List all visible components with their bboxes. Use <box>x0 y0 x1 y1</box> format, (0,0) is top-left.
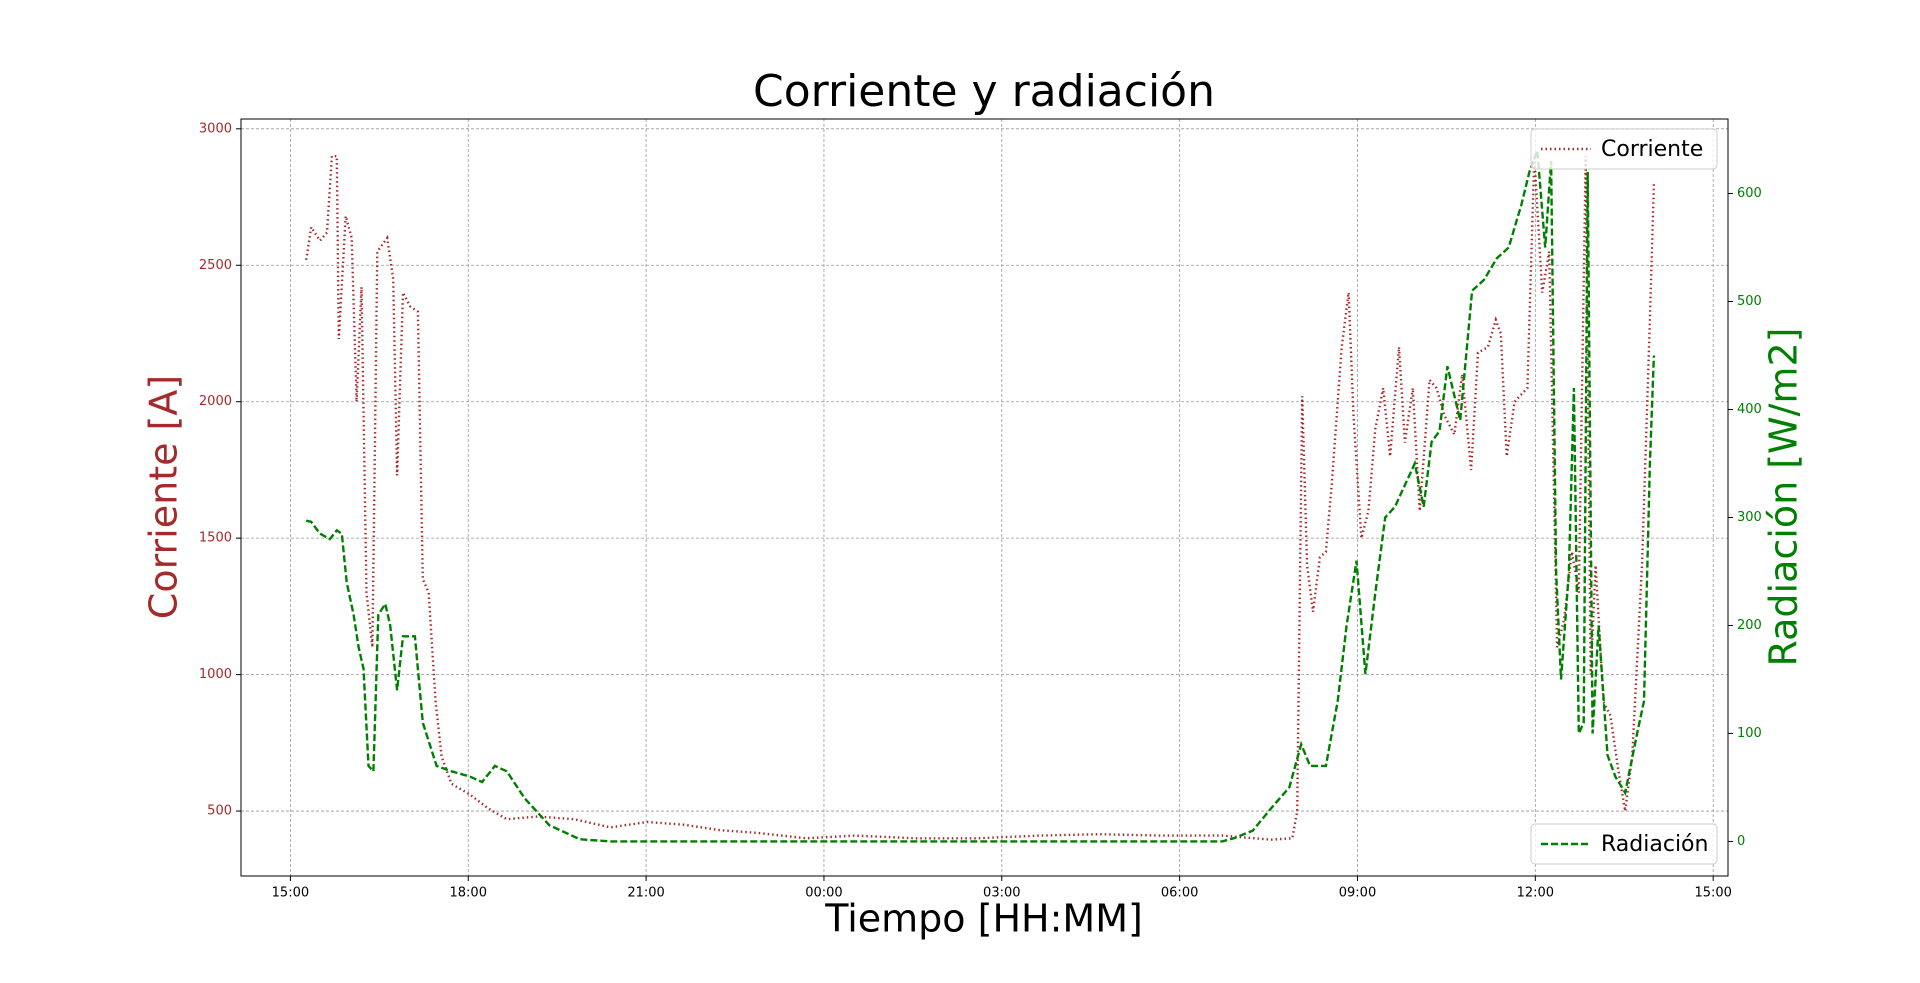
x-tick-label: 18:00 <box>450 886 487 901</box>
x-axis-label: Tiempo [HH:MM] <box>824 897 1143 941</box>
x-tick-label: 03:00 <box>983 886 1020 901</box>
y-tick-label: 2500 <box>199 258 232 273</box>
y2-tick-label: 500 <box>1737 294 1762 309</box>
y-tick-label: 500 <box>207 804 232 819</box>
y-tick-label: 1000 <box>199 667 232 682</box>
plot-frame <box>240 118 1729 877</box>
y2-tick-label: 100 <box>1737 726 1762 741</box>
y-tick-label: 3000 <box>199 121 232 136</box>
x-tick-label: 15:00 <box>272 886 309 901</box>
x-tick-label: 09:00 <box>1339 886 1376 901</box>
legend-label: Corriente <box>1601 137 1703 162</box>
x-tick-label: 12:00 <box>1517 886 1554 901</box>
chart-title: Corriente y radiación <box>753 66 1215 117</box>
legend: Radiación <box>1530 823 1718 865</box>
legend: Corriente <box>1530 128 1718 170</box>
x-tick-label: 21:00 <box>627 886 664 901</box>
x-tick-label: 06:00 <box>1161 886 1198 901</box>
y-tick-label: 1500 <box>199 531 232 546</box>
data-line <box>305 149 1656 843</box>
x-tick-label: 15:00 <box>1694 886 1731 901</box>
y-tick-label: 2000 <box>199 394 232 409</box>
legend-label: Radiación <box>1601 832 1708 857</box>
data-line <box>305 154 1656 841</box>
legend-box <box>1530 823 1718 865</box>
y2-tick-label: 600 <box>1737 186 1762 201</box>
x-tick-label: 00:00 <box>805 886 842 901</box>
y2-tick-label: 0 <box>1737 834 1745 849</box>
y2-tick-label: 400 <box>1737 402 1762 417</box>
legend-box <box>1530 128 1718 170</box>
y2-tick-label: 200 <box>1737 618 1762 633</box>
y-axis-label: Corriente [A] <box>142 375 186 619</box>
y2-tick-label: 300 <box>1737 510 1762 525</box>
y2-axis-label: Radiación [W/m2] <box>1762 328 1806 667</box>
